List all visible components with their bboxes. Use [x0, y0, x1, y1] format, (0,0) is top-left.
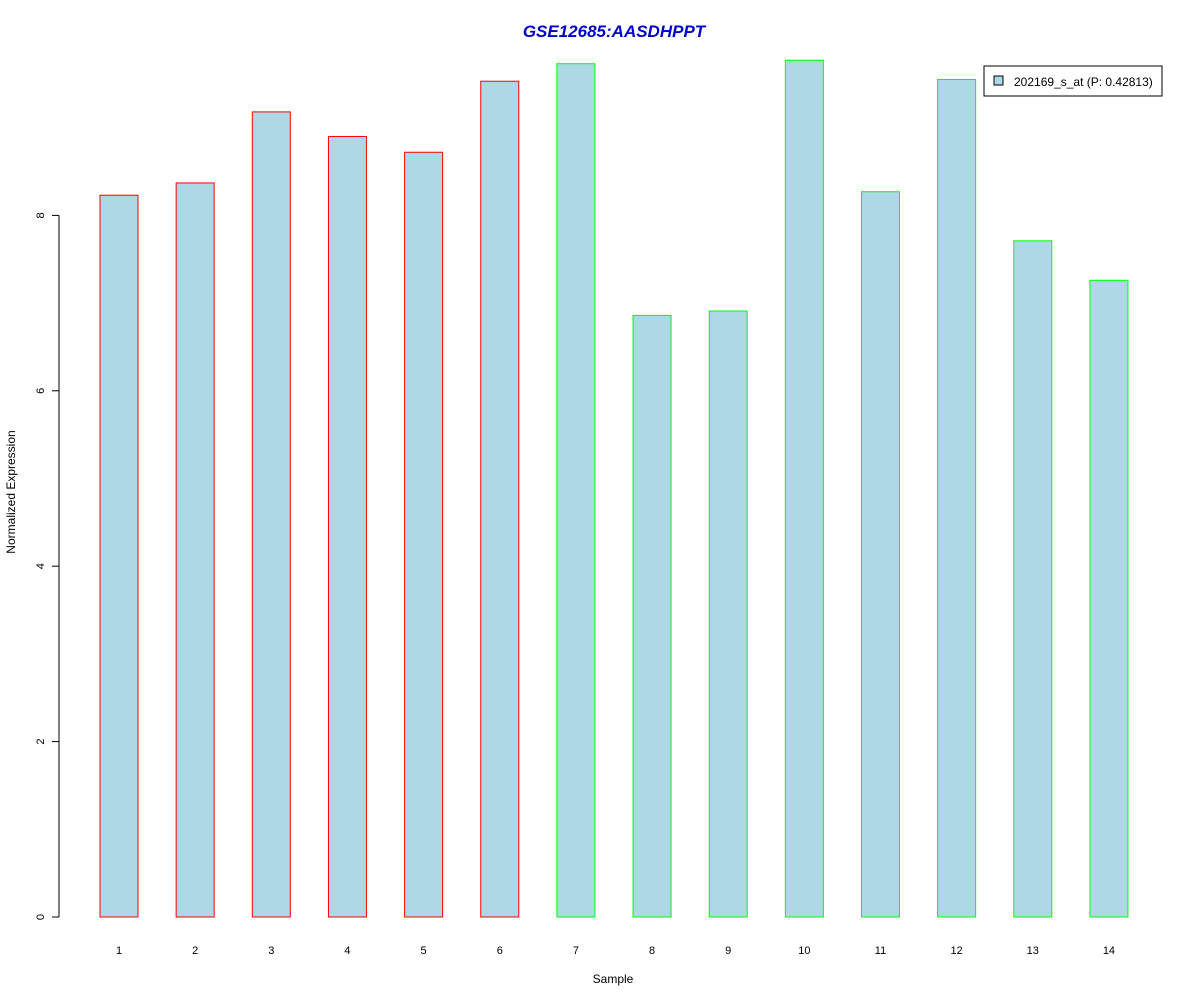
legend-label: 202169_s_at (P: 0.42813)	[1014, 75, 1153, 89]
bar-sample-10	[784, 59, 824, 918]
x-tick-label: 11	[875, 945, 886, 957]
x-tick-label: 3	[268, 945, 274, 957]
x-tick-label: 4	[344, 945, 350, 957]
x-tick-label: 5	[421, 945, 427, 957]
y-tick-label: 8	[35, 212, 47, 218]
y-axis-label: Normalized Expression	[4, 430, 18, 553]
x-tick-label: 8	[649, 945, 655, 957]
bar-sample-1	[99, 194, 139, 918]
x-tick-labels: 1 2 3 4 5 6 7 8 9 10 11 12 13 14	[116, 945, 1115, 957]
x-tick-label: 12	[951, 945, 963, 957]
legend: 202169_s_at (P: 0.42813)	[983, 65, 1163, 97]
legend-swatch	[993, 75, 1004, 86]
y-tick-label: 4	[35, 563, 47, 569]
x-tick-label: 9	[725, 945, 731, 957]
bar-sample-14	[1089, 279, 1129, 918]
bar-sample-6	[480, 80, 520, 918]
x-tick-label: 2	[192, 945, 198, 957]
bar-sample-8	[632, 314, 672, 918]
y-tick-label: 0	[35, 914, 47, 920]
legend-box	[983, 65, 1163, 97]
y-tick-label: 6	[35, 388, 47, 394]
bar-sample-7	[556, 63, 596, 918]
bar-sample-11	[861, 191, 900, 918]
x-tick-label: 7	[573, 945, 579, 957]
bar-sample-3	[251, 111, 291, 918]
y-tick-label: 2	[35, 739, 47, 745]
x-tick-label: 13	[1027, 945, 1039, 957]
x-tick-label: 14	[1103, 945, 1115, 957]
bar-sample-4	[327, 135, 367, 918]
bar-sample-13	[1013, 240, 1053, 918]
x-tick-label: 1	[116, 945, 122, 957]
y-axis: 0 2 4 6 8	[35, 212, 60, 920]
x-axis-label: Sample	[593, 972, 634, 986]
bar-sample-9	[708, 310, 748, 918]
bar-sample-5	[404, 151, 444, 918]
bar-sample-12	[937, 78, 977, 918]
x-tick-label: 6	[497, 945, 503, 957]
chart-title: GSE12685:AASDHPPT	[523, 22, 707, 41]
bar-sample-2	[175, 182, 215, 918]
bars	[99, 59, 1129, 918]
x-tick-label: 10	[798, 945, 810, 957]
